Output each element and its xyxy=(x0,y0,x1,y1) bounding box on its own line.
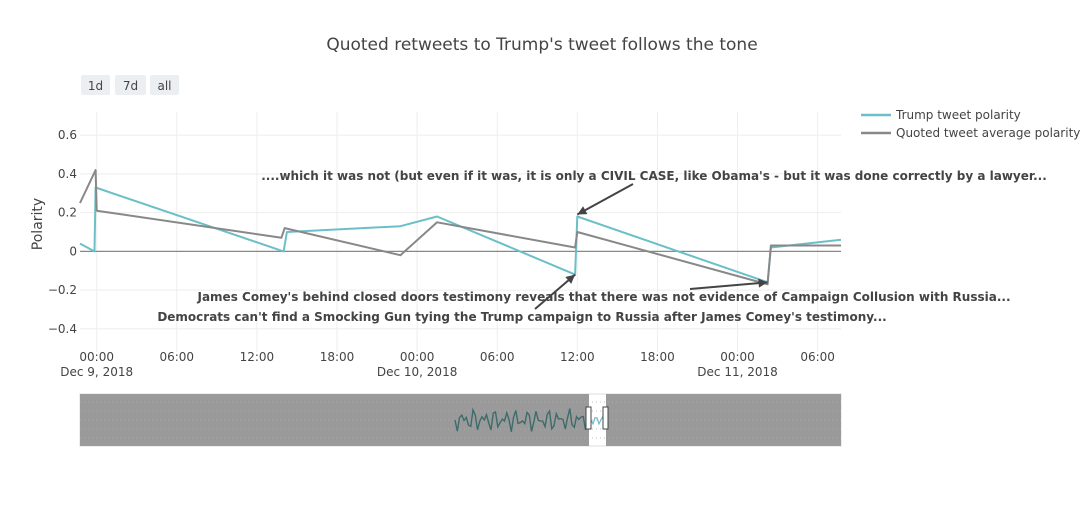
x-tick-label: 18:00 xyxy=(320,350,355,364)
range-slider-mask-right xyxy=(606,394,841,446)
y-tick-label: 0 xyxy=(69,244,77,258)
y-tick-label: 0.2 xyxy=(58,206,77,220)
x-tick-sublabel: Dec 10, 2018 xyxy=(377,365,457,379)
range-slider-series xyxy=(454,407,589,432)
annotation-arrowhead xyxy=(565,274,576,284)
annotation-arrow-line xyxy=(576,183,634,216)
legend-label-quoted: Quoted tweet average polarity xyxy=(896,126,1080,140)
range-button-7d-label: 7d xyxy=(123,79,138,93)
y-tick-label: 0.6 xyxy=(58,128,77,142)
range-selector: 1d 7d all xyxy=(81,75,179,95)
trump-polarity-line xyxy=(79,186,842,284)
annotation-civil-case: ....which it was not (but even if it was… xyxy=(261,169,1047,183)
y-tick-label: −0.4 xyxy=(48,322,77,336)
range-button-1d[interactable]: 1d xyxy=(81,75,110,95)
annotation-arrow-line xyxy=(689,281,768,290)
annotation-comey-testimony: James Comey's behind closed doors testim… xyxy=(196,290,1010,304)
annotation-smocking-gun: Democrats can't find a Smocking Gun tyin… xyxy=(157,310,886,324)
y-axis-label: Polarity xyxy=(30,198,46,250)
chart-title: Quoted retweets to Trump's tweet follows… xyxy=(326,35,757,55)
x-tick-label: 06:00 xyxy=(480,350,515,364)
range-button-all[interactable]: all xyxy=(150,75,179,95)
range-button-all-label: all xyxy=(157,79,171,93)
x-tick-label: 00:00 xyxy=(400,350,435,364)
legend-item-quoted[interactable]: Quoted tweet average polarity xyxy=(861,126,1080,140)
x-tick-sublabel: Dec 11, 2018 xyxy=(697,365,777,379)
x-tick-label: 12:00 xyxy=(560,350,595,364)
x-tick-label: 12:00 xyxy=(240,350,275,364)
range-slider-handle-left[interactable] xyxy=(585,406,592,430)
x-tick-label: 00:00 xyxy=(720,350,755,364)
legend-item-trump[interactable]: Trump tweet polarity xyxy=(861,108,1021,122)
x-tick-label: 18:00 xyxy=(640,350,675,364)
x-tick-sublabel: Dec 9, 2018 xyxy=(60,365,133,379)
legend: Trump tweet polarity Quoted tweet averag… xyxy=(861,108,1080,140)
y-tick-label: 0.4 xyxy=(58,167,77,181)
y-tick-label: −0.2 xyxy=(48,283,77,297)
annotation-arrowhead xyxy=(758,278,768,288)
x-tick-label: 00:00 xyxy=(79,350,114,364)
range-slider-handle-right[interactable] xyxy=(602,406,609,430)
quoted-polarity-line xyxy=(79,169,841,286)
range-button-7d[interactable]: 7d xyxy=(115,75,146,95)
x-tick-label: 06:00 xyxy=(800,350,835,364)
annotations: ....which it was not (but even if it was… xyxy=(157,169,1046,324)
annotation-arrowhead xyxy=(577,206,588,215)
gridlines xyxy=(80,112,841,352)
annotation-arrows xyxy=(534,183,768,310)
x-tick-label: 06:00 xyxy=(159,350,194,364)
range-button-1d-label: 1d xyxy=(88,79,103,93)
range-slider[interactable] xyxy=(79,393,842,447)
series-lines xyxy=(79,169,842,286)
legend-label-trump: Trump tweet polarity xyxy=(895,108,1021,122)
